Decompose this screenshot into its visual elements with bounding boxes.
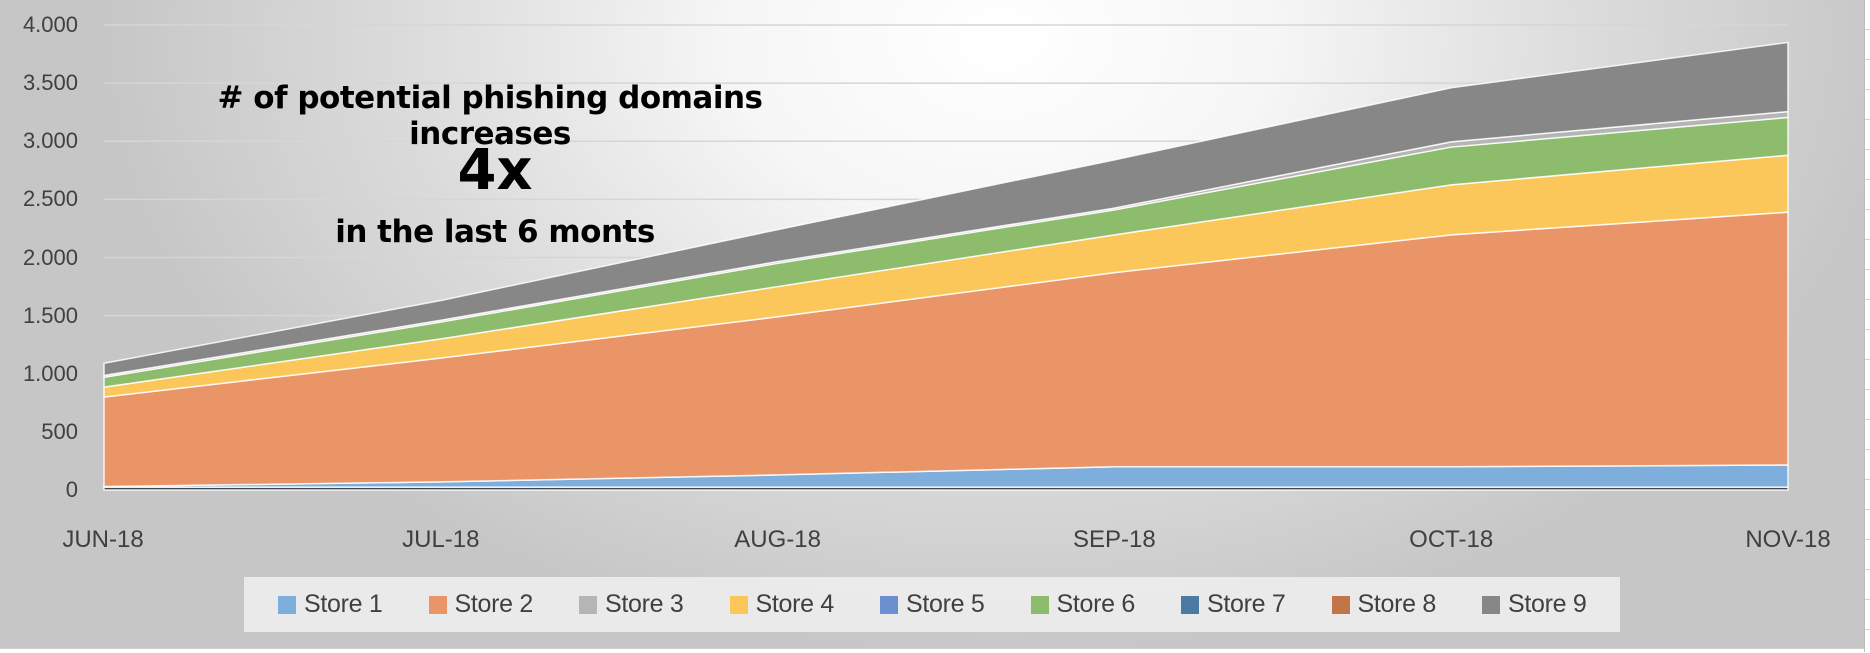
legend-item-store-7[interactable]: Store 7 xyxy=(1181,590,1332,619)
legend-swatch-icon xyxy=(428,595,447,614)
y-tick-label: 3.500 xyxy=(22,70,78,96)
legend-label: Store 5 xyxy=(906,590,985,618)
legend-item-store-4[interactable]: Store 4 xyxy=(729,590,881,619)
x-tick-label: SEP-18 xyxy=(1073,526,1156,553)
x-tick-label: JUN-18 xyxy=(62,526,144,553)
legend-label: Store 3 xyxy=(605,590,684,618)
spreadsheet-grid-right xyxy=(1864,0,1870,652)
legend-item-store-2[interactable]: Store 2 xyxy=(428,590,580,619)
spreadsheet-grid-bottom xyxy=(0,648,1870,653)
legend-item-store-8[interactable]: Store 8 xyxy=(1331,590,1483,619)
x-tick-label: OCT-18 xyxy=(1409,526,1494,553)
legend-item-store-6[interactable]: Store 6 xyxy=(1030,590,1182,619)
x-tick-label: AUG-18 xyxy=(734,526,821,553)
annotation-period: in the last 6 monts xyxy=(335,214,655,250)
legend-label: Store 8 xyxy=(1357,590,1437,618)
legend-swatch-icon xyxy=(729,595,748,614)
x-tick-label: NOV-18 xyxy=(1745,526,1831,553)
legend-item-store-9[interactable]: Store 9 xyxy=(1482,590,1633,619)
y-tick-label: 2.500 xyxy=(22,186,78,212)
legend-swatch-icon xyxy=(1030,595,1049,614)
legend-swatch-icon xyxy=(278,595,296,614)
legend-item-store-1[interactable]: Store 1 xyxy=(278,590,429,619)
legend-swatch-icon xyxy=(1482,595,1500,614)
annotation-multiplier: 4x xyxy=(457,138,533,203)
y-tick-label: 4.000 xyxy=(22,12,78,37)
y-tick-label: 0 xyxy=(65,477,78,502)
legend-swatch-icon xyxy=(880,595,898,614)
legend-item-store-3[interactable]: Store 3 xyxy=(579,590,730,619)
legend-label: Store 7 xyxy=(1207,590,1286,618)
chart-legend: Store 1 Store 2 Store 3 Store 4 Store 5 Store… xyxy=(244,577,1620,632)
y-tick-label: 1.000 xyxy=(22,360,78,386)
y-tick-label: 500 xyxy=(41,418,78,444)
legend-swatch-icon xyxy=(579,595,597,614)
legend-label: Store 6 xyxy=(1056,590,1136,618)
x-tick-label: JUL-18 xyxy=(402,526,480,553)
legend-swatch-icon xyxy=(1331,595,1350,614)
legend-label: Store 4 xyxy=(755,590,835,618)
annotation-headline: # of potential phishing domains increase… xyxy=(217,80,763,152)
legend-label: Store 1 xyxy=(304,590,383,618)
legend-label: Store 2 xyxy=(454,590,534,618)
legend-label: Store 9 xyxy=(1508,590,1587,618)
legend-item-store-5[interactable]: Store 5 xyxy=(880,590,1031,619)
area-store-9[interactable] xyxy=(103,41,1789,377)
y-tick-label: 3.000 xyxy=(22,128,78,154)
y-tick-label: 1.500 xyxy=(22,302,78,328)
legend-swatch-icon xyxy=(1181,595,1199,614)
y-tick-label: 2.000 xyxy=(22,244,78,270)
